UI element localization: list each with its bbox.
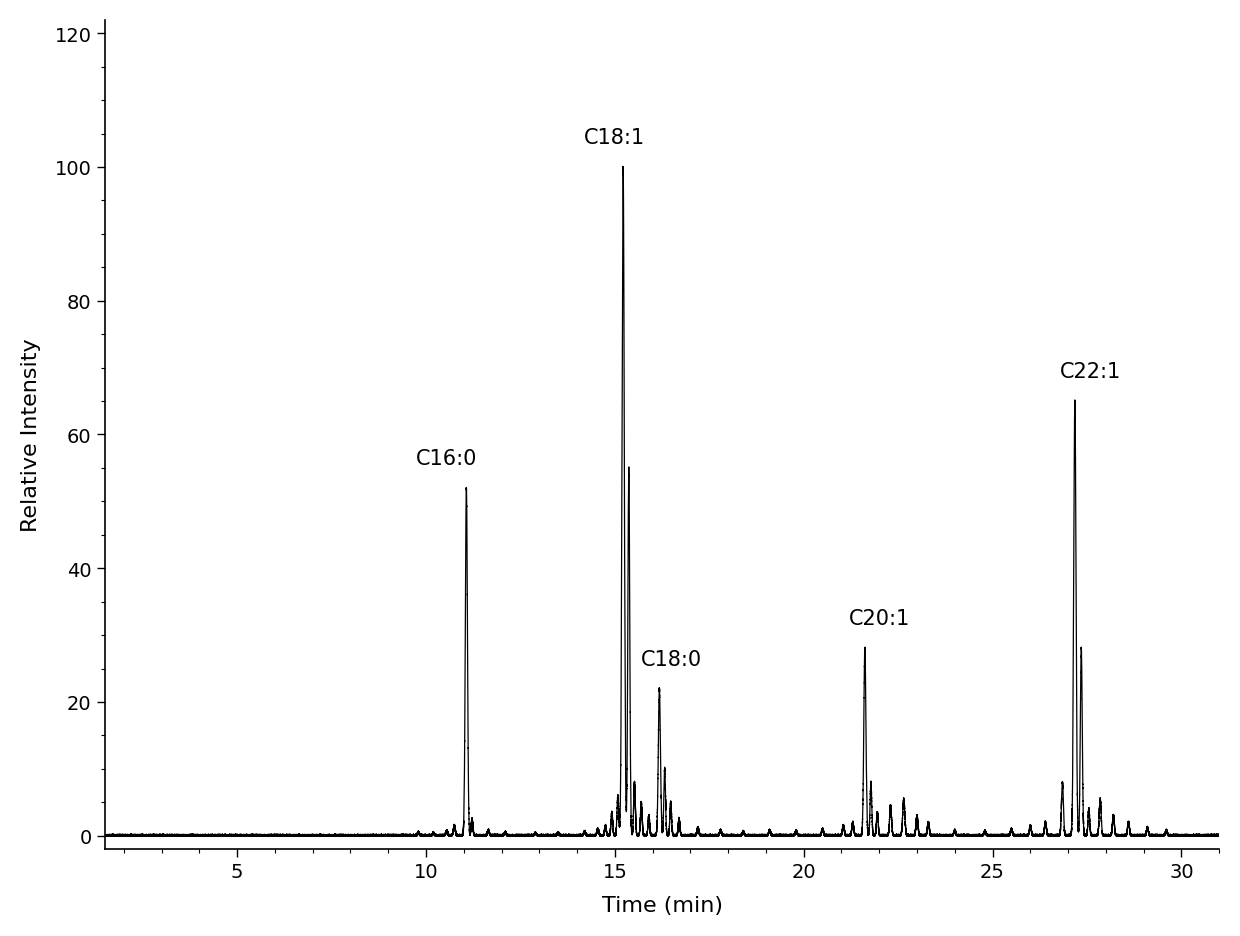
Text: C18:0: C18:0 xyxy=(641,649,702,669)
Text: C18:1: C18:1 xyxy=(584,127,645,148)
Text: C22:1: C22:1 xyxy=(1060,361,1121,382)
Text: C20:1: C20:1 xyxy=(848,608,910,629)
Y-axis label: Relative Intensity: Relative Intensity xyxy=(21,338,41,532)
X-axis label: Time (min): Time (min) xyxy=(601,895,723,915)
Text: C16:0: C16:0 xyxy=(417,448,477,468)
